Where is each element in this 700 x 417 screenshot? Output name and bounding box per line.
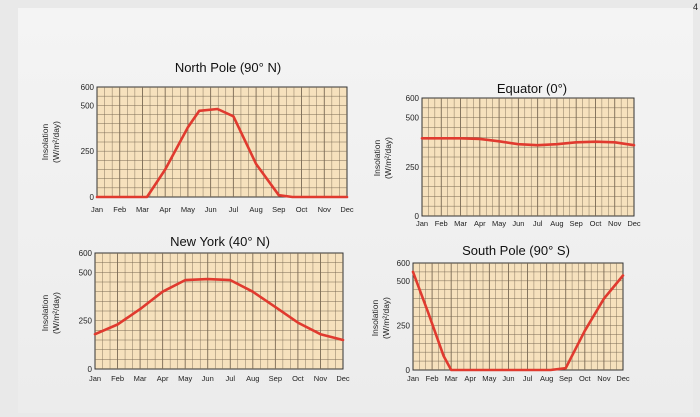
y-tick-label: 600 — [397, 259, 411, 268]
page-marker: 4 — [692, 2, 698, 12]
y-tick-label: 500 — [406, 114, 420, 123]
y-axis-label-line: (W/m²/day) — [51, 292, 61, 334]
x-tick-label: Sep — [272, 205, 285, 214]
x-tick-label: Jun — [205, 205, 217, 214]
x-tick-label: Nov — [314, 374, 328, 383]
x-tick-label: Feb — [426, 374, 439, 383]
x-tick-label: Jun — [512, 219, 524, 228]
y-tick-label: 600 — [81, 83, 95, 92]
x-tick-label: Jun — [202, 374, 214, 383]
x-tick-label: Mar — [136, 205, 149, 214]
x-tick-label: Aug — [550, 219, 563, 228]
y-axis-label-line: (W/m²/day) — [381, 297, 391, 339]
x-tick-label: Nov — [318, 205, 332, 214]
y-tick-label: 500 — [81, 101, 95, 110]
x-tick-label: Apr — [157, 374, 169, 383]
x-tick-label: Dec — [336, 374, 350, 383]
y-tick-label: 250 — [79, 317, 93, 326]
x-tick-label: Mar — [454, 219, 467, 228]
x-tick-label: Oct — [292, 374, 305, 383]
y-tick-label: 0 — [406, 366, 411, 375]
grid — [422, 98, 634, 216]
x-tick-label: Jan — [89, 374, 101, 383]
chart-north: 0 250 500 600 Jan Feb Mar Apr May Jun Jul Aug Sep Oct… — [40, 60, 354, 214]
x-tick-label: Jul — [229, 205, 239, 214]
series-line — [93, 277, 345, 342]
x-tick-label: May — [178, 374, 192, 383]
y-tick-label: 500 — [397, 277, 411, 286]
x-tick-label: Oct — [296, 205, 309, 214]
x-tick-label: Mar — [134, 374, 147, 383]
chart-equator: 0 250 500 600 Jan Feb Mar Apr May Jun Jul Aug Sep Oct… — [372, 81, 641, 228]
chart-title: Equator (0°) — [497, 81, 567, 96]
x-tick-label: May — [492, 219, 506, 228]
x-tick-label: Jan — [416, 219, 428, 228]
y-tick-label: 250 — [397, 321, 411, 330]
y-axis-label-line: (W/m²/day) — [51, 121, 61, 163]
x-tick-label: Dec — [616, 374, 630, 383]
y-axis-label: Insolation(W/m²/day) — [372, 137, 393, 179]
y-axis-label-line: Insolation — [372, 140, 382, 177]
x-tick-label: Aug — [249, 205, 262, 214]
y-axis-label-line: Insolation — [40, 124, 50, 161]
grid — [95, 253, 343, 369]
y-tick-label: 250 — [81, 147, 95, 156]
y-tick-label: 600 — [79, 249, 93, 258]
x-tick-label: Feb — [435, 219, 448, 228]
x-tick-label: Jun — [502, 374, 514, 383]
grid — [97, 87, 347, 197]
x-tick-label: Jul — [523, 374, 533, 383]
x-tick-label: Feb — [113, 205, 126, 214]
grid — [413, 263, 623, 370]
x-tick-label: Apr — [474, 219, 486, 228]
y-axis-label-line: Insolation — [370, 300, 380, 337]
y-tick-label: 0 — [88, 365, 93, 374]
chart-newyork: 0 250 500 600 Jan Feb Mar Apr May Jun Jul Aug Sep Oct… — [40, 234, 350, 383]
y-tick-label: 600 — [406, 94, 420, 103]
y-tick-label: 0 — [415, 212, 420, 221]
x-tick-label: Aug — [246, 374, 259, 383]
y-axis-label: Insolation(W/m²/day) — [40, 292, 61, 334]
y-axis-label: Insolation(W/m²/day) — [370, 297, 391, 339]
x-tick-label: Jul — [533, 219, 543, 228]
x-tick-label: Jan — [91, 205, 103, 214]
x-tick-label: Aug — [540, 374, 553, 383]
x-tick-label: Apr — [464, 374, 476, 383]
chart-title: New York (40° N) — [170, 234, 270, 249]
x-tick-label: Mar — [445, 374, 458, 383]
x-tick-label: Oct — [579, 374, 592, 383]
chart-title: North Pole (90° N) — [175, 60, 281, 75]
chart-southpole: 0 250 500 600 Jan Feb Mar Apr May Jun Jul Aug Sep Oct… — [370, 243, 630, 383]
y-axis-label: Insolation(W/m²/day) — [40, 121, 61, 163]
x-tick-label: Jan — [407, 374, 419, 383]
y-tick-label: 0 — [90, 193, 95, 202]
x-tick-label: May — [181, 205, 195, 214]
y-axis-label-line: Insolation — [40, 295, 50, 332]
x-tick-label: Nov — [608, 219, 622, 228]
x-tick-label: Dec — [340, 205, 354, 214]
x-tick-label: Nov — [597, 374, 611, 383]
x-tick-label: Dec — [627, 219, 641, 228]
x-tick-label: Sep — [570, 219, 583, 228]
y-tick-label: 250 — [406, 163, 420, 172]
chart-title: South Pole (90° S) — [462, 243, 570, 258]
x-tick-label: Feb — [111, 374, 124, 383]
y-tick-label: 500 — [79, 268, 93, 277]
x-tick-label: Sep — [559, 374, 572, 383]
x-tick-label: Apr — [159, 205, 171, 214]
x-tick-label: Sep — [269, 374, 282, 383]
x-tick-label: May — [482, 374, 496, 383]
x-tick-label: Jul — [225, 374, 235, 383]
y-axis-label-line: (W/m²/day) — [383, 137, 393, 179]
x-tick-label: Oct — [590, 219, 603, 228]
